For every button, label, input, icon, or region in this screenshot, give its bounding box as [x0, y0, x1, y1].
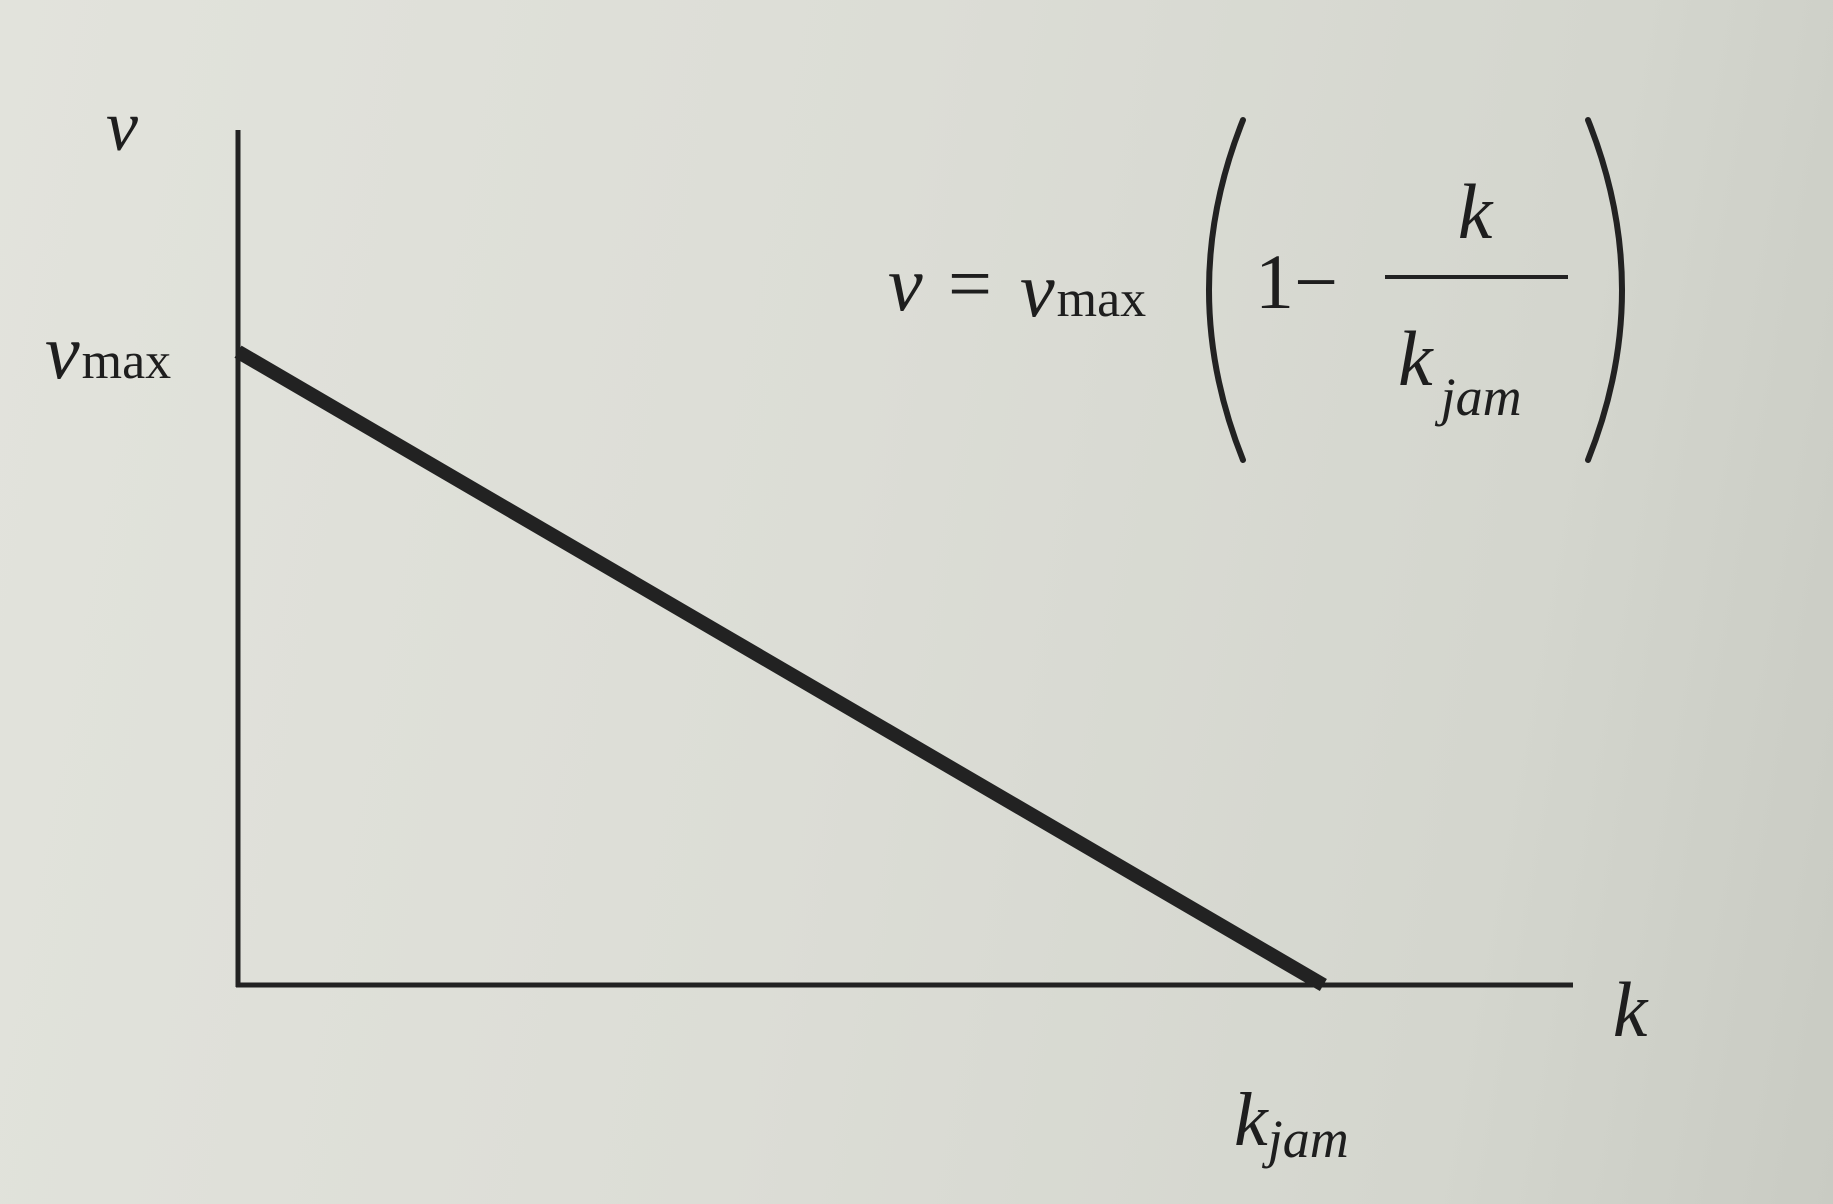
equation-left-paren [1206, 117, 1246, 463]
equation-denom-sub: jam [1435, 367, 1522, 427]
equation-denominator: k jam [1398, 315, 1522, 427]
equation-vsub: max [1057, 271, 1147, 328]
equation-v: v [1020, 246, 1055, 333]
equation-denom-main: k [1398, 315, 1434, 402]
equation-right-paren [1585, 117, 1625, 463]
x-axis-label: k [1613, 966, 1649, 1053]
y-tick-main: v [45, 308, 80, 395]
equation-equals: = [948, 240, 992, 327]
series-group [234, 345, 1327, 992]
x-tick-label-kjam: kjam [1234, 1078, 1349, 1169]
equation-vmax: vmax [1020, 246, 1146, 333]
equation-lhs: v [888, 240, 923, 327]
equation-annotation: v = vmax 1− k k jam [888, 117, 1625, 463]
y-tick-sub: max [82, 333, 172, 390]
x-tick-main: k [1234, 1078, 1269, 1162]
y-axis-label: v [106, 86, 138, 166]
equation-one-minus: 1− [1255, 238, 1338, 325]
x-tick-sub: jam [1262, 1109, 1349, 1169]
series-line-0 [234, 345, 1327, 992]
y-tick-label-vmax: vmax [45, 308, 171, 395]
equation-numerator: k [1458, 168, 1494, 255]
